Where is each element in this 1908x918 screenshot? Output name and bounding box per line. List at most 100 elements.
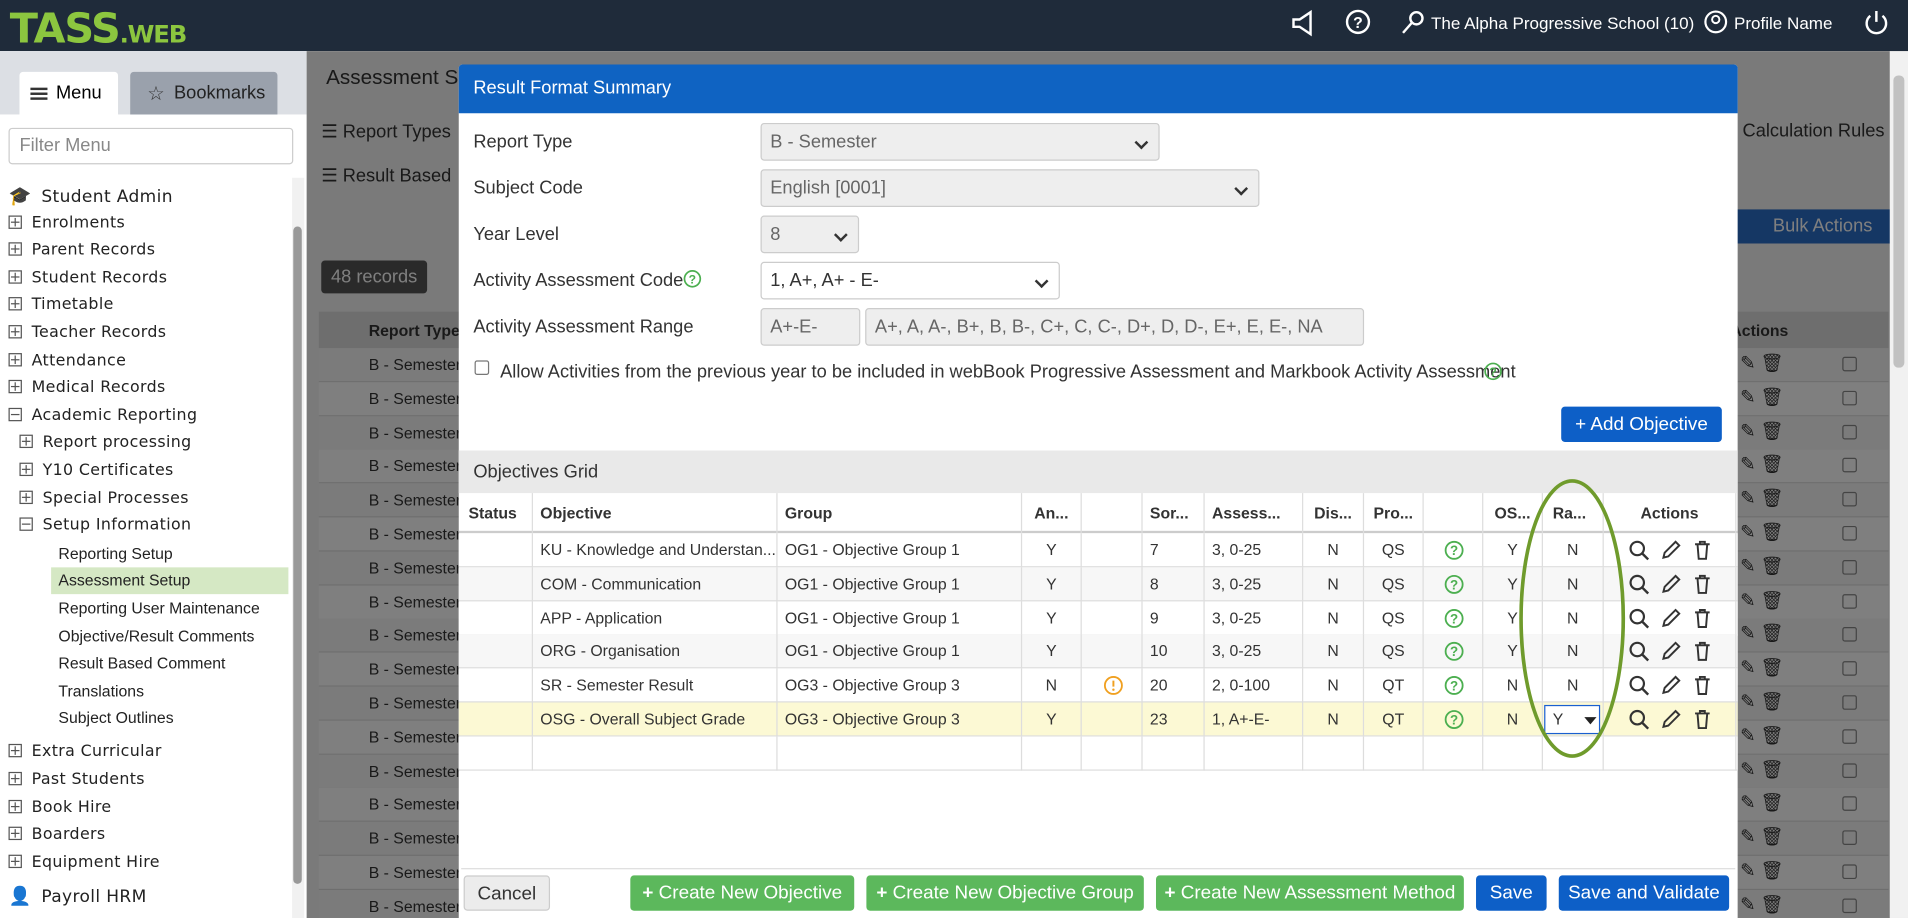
help-icon[interactable]: ? [1443,607,1465,629]
menu-item[interactable]: 🎓Student Admin [9,183,173,210]
select[interactable]: English [0001] [761,169,1260,207]
field-label: Report Type [473,131,572,152]
school-name[interactable]: The Alpha Progressive School (10) [1431,13,1694,32]
edit-icon[interactable] [1660,641,1682,663]
expander[interactable] [9,243,22,256]
edit-icon[interactable] [1660,709,1682,731]
expander[interactable] [9,744,22,757]
menu-item[interactable]: Special Processes [19,485,188,512]
edit-icon[interactable] [1660,607,1682,629]
help-icon[interactable]: ? [1443,675,1465,697]
checkbox[interactable] [475,360,490,375]
menu-item[interactable]: Book Hire [9,795,112,822]
logo[interactable]: TASS.WEB [10,5,186,54]
help-icon[interactable]: ? [683,269,702,288]
menu-item[interactable]: Setup Information [19,513,191,540]
expander[interactable] [19,463,32,476]
menu-item[interactable]: Extra Curricular [9,739,162,766]
footer-button[interactable]: Cancel [464,875,550,910]
expander[interactable] [9,325,22,338]
menu-item[interactable]: Reporting User Maintenance [58,595,259,622]
expander[interactable] [9,270,22,283]
menu-item[interactable]: 👤Payroll HRM [9,883,147,910]
select[interactable]: B - Semester [761,123,1160,161]
expander[interactable] [9,799,22,812]
help-icon[interactable]: ? [1443,539,1465,561]
edit-icon[interactable] [1660,539,1682,561]
menu-item[interactable]: Translations [58,678,144,705]
footer-button[interactable]: + Create New Assessment Method [1156,875,1464,910]
menu-item[interactable]: Result Based Comment [58,650,225,677]
menu-item[interactable]: Teacher Records [9,320,167,347]
delete-icon[interactable] [1691,573,1713,595]
key-icon [1399,10,1426,37]
menu-item[interactable]: Enrolments [9,210,126,237]
grid-cell: 23 [1143,702,1205,736]
menu-item[interactable]: Student Records [9,265,168,292]
expander[interactable] [9,215,22,228]
view-icon[interactable] [1628,607,1650,629]
help-icon[interactable]: ? [1443,709,1465,731]
view-icon[interactable] [1628,709,1650,731]
menu-item[interactable]: Subject Outlines [58,705,173,732]
view-icon[interactable] [1628,539,1650,561]
top-bar: TASS.WEB ? The Alpha Progressive School … [0,0,1908,51]
grid-cell [1082,635,1143,669]
help-icon[interactable]: ? [1443,573,1465,595]
grid-cell: 9 [1143,601,1205,635]
menu-label: Objective/Result Comments [58,627,254,645]
grid-cell [778,736,1023,770]
alert-icon[interactable] [1102,675,1124,697]
footer-button[interactable]: + Create New Objective [630,875,854,910]
menu-item[interactable]: Y10 Certificates [19,458,173,485]
menu-item[interactable]: Assessment Setup [51,568,288,595]
select[interactable]: 8 [761,215,860,253]
menu-item[interactable]: Attendance [9,348,127,375]
help-icon[interactable]: ? [1483,362,1502,381]
menu-item[interactable]: Timetable [9,293,114,320]
footer-button[interactable]: Save and Validate [1559,875,1729,910]
menu-item[interactable]: Past Students [9,767,145,794]
expander[interactable] [9,353,22,366]
menu-item[interactable]: Boarders [9,822,106,849]
help-icon[interactable]: ? [1443,641,1465,663]
expander[interactable] [9,408,22,421]
menu-item[interactable]: Equipment Hire [9,850,160,877]
menu-item[interactable]: Parent Records [9,238,156,265]
expander[interactable] [9,298,22,311]
view-icon[interactable] [1628,641,1650,663]
expander[interactable] [9,854,22,867]
menu-item[interactable]: Report processing [19,430,191,457]
expander[interactable] [9,380,22,393]
expander[interactable] [19,490,32,503]
filter-input[interactable]: Filter Menu [9,128,294,165]
delete-icon[interactable] [1691,709,1713,731]
add-objective-button[interactable]: + Add Objective [1561,407,1722,442]
footer-button[interactable]: Save [1476,875,1547,910]
footer-button[interactable]: + Create New Objective Group [866,875,1143,910]
select[interactable]: 1, A+, A+ - E- [761,262,1060,300]
edit-icon[interactable] [1660,573,1682,595]
view-icon[interactable] [1628,675,1650,697]
delete-icon[interactable] [1691,607,1713,629]
power-icon[interactable] [1862,9,1891,38]
menu-item[interactable]: Academic Reporting [9,403,198,430]
column-header: An... [1022,493,1082,533]
menu-item[interactable]: Medical Records [9,375,166,402]
expander[interactable] [19,435,32,448]
menu-tab[interactable]: Menu [19,72,118,115]
profile-name[interactable]: Profile Name [1734,13,1832,32]
grid-cell: N [1303,635,1364,669]
expander[interactable] [19,518,32,531]
column-header: Sor... [1143,493,1205,533]
expander[interactable] [9,827,22,840]
delete-icon[interactable] [1691,675,1713,697]
header-icons[interactable]: ? [1290,9,1387,41]
edit-icon[interactable] [1660,675,1682,697]
menu-item[interactable]: Reporting Setup [58,540,172,567]
expander[interactable] [9,772,22,785]
delete-icon[interactable] [1691,641,1713,663]
delete-icon[interactable] [1691,539,1713,561]
menu-item[interactable]: Objective/Result Comments [58,623,254,650]
view-icon[interactable] [1628,573,1650,595]
